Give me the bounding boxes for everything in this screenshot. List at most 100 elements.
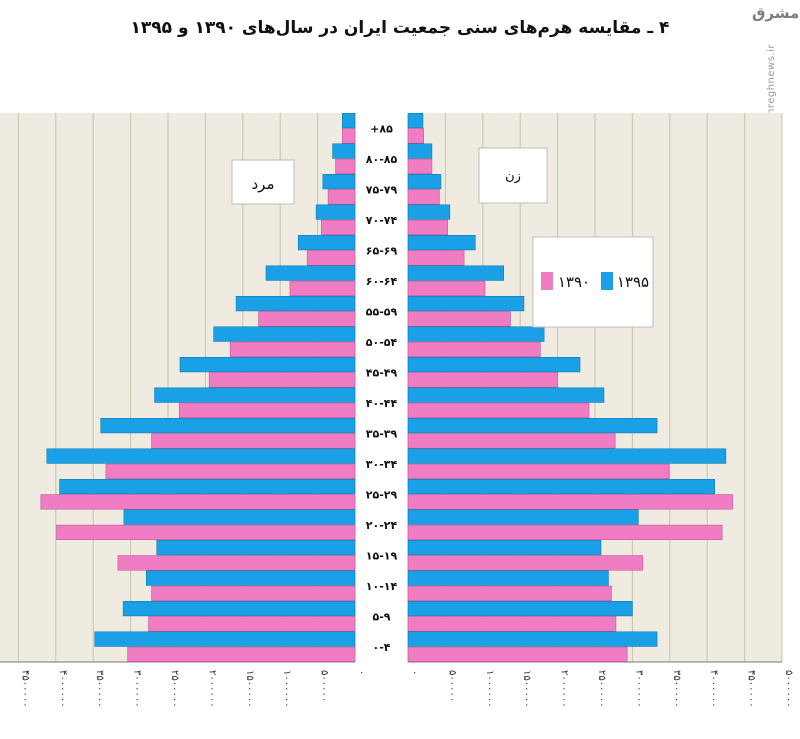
- bar-female-1395-15: [407, 174, 442, 190]
- bar-female-1395-13: [407, 235, 476, 251]
- legend: ۱۳۹۵ ۱۳۹۰: [532, 236, 654, 328]
- x-tick-label-f-0: ۰: [409, 670, 420, 675]
- bar-female-1395-6: [407, 448, 727, 464]
- bar-female-1390-0: [407, 646, 628, 662]
- legend-swatch-1395: [601, 272, 613, 290]
- x-tick-label-m-3: ۱۵۰۰۰۰۰: [244, 670, 255, 708]
- bar-female-1390-11: [407, 311, 511, 327]
- bar-female-1390-5: [407, 494, 733, 510]
- bar-female-1390-4: [407, 524, 723, 540]
- bar-male-1395-3: [156, 540, 356, 556]
- age-group-label-17: +۸۵: [370, 122, 393, 135]
- age-group-label-0: ۰-۴: [373, 641, 391, 654]
- bar-male-1395-4: [123, 509, 356, 525]
- bar-male-1390-16: [335, 158, 356, 174]
- age-group-label-14: ۷۰-۷۴: [366, 214, 398, 227]
- bar-female-1390-8: [407, 402, 590, 418]
- bar-female-1395-9: [407, 357, 581, 373]
- legend-label-1390: ۱۳۹۰: [558, 273, 590, 291]
- age-group-label-9: ۴۵-۴۹: [366, 366, 398, 379]
- bar-female-1390-17: [407, 128, 424, 144]
- watermark: مشرق mashreghnews.ir: [752, 4, 800, 138]
- bar-male-1395-11: [235, 296, 356, 312]
- bar-male-1395-1: [122, 601, 356, 617]
- age-group-label-16: ۸۰-۸۵: [366, 153, 398, 166]
- bar-male-1390-14: [321, 219, 356, 235]
- bar-male-1395-15: [322, 174, 356, 190]
- bar-male-1390-6: [105, 463, 356, 479]
- bar-female-1395-12: [407, 265, 504, 281]
- bar-female-1390-13: [407, 250, 465, 266]
- x-tick-label-f-1: ۵۰۰۰۰۰: [446, 670, 457, 702]
- x-tick-label-m-7: ۳۵۰۰۰۰۰: [94, 670, 105, 708]
- bar-female-1395-4: [407, 509, 639, 525]
- bar-male-1390-5: [40, 494, 356, 510]
- bar-male-1395-7: [100, 418, 356, 434]
- bar-female-1395-5: [407, 479, 715, 495]
- age-group-label-12: ۶۰-۶۴: [366, 275, 398, 288]
- bar-male-1390-1: [148, 616, 356, 632]
- bar-male-1390-15: [327, 189, 356, 205]
- x-tick-label-m-5: ۲۵۰۰۰۰۰: [169, 670, 180, 708]
- bar-male-1390-0: [127, 646, 356, 662]
- age-group-label-7: ۳۵-۳۹: [366, 427, 398, 440]
- age-group-label-4: ۲۰-۲۴: [366, 519, 398, 532]
- age-group-label-15: ۷۵-۷۹: [366, 183, 398, 196]
- bar-male-1395-9: [179, 357, 356, 373]
- bar-female-1390-15: [407, 189, 440, 205]
- bar-female-1395-1: [407, 601, 633, 617]
- age-group-label-5: ۲۵-۲۹: [366, 488, 398, 501]
- bar-male-1390-12: [289, 280, 356, 296]
- x-tick-label-m-1: ۵۰۰۰۰۰: [319, 670, 330, 702]
- x-tick-label-f-3: ۱۵۰۰۰۰۰: [521, 670, 532, 708]
- male-panel-bg: [0, 113, 355, 662]
- bar-male-1395-12: [265, 265, 356, 281]
- bar-male-1390-13: [306, 250, 356, 266]
- x-tick-label-f-8: ۴۰۰۰۰۰۰: [708, 670, 719, 708]
- x-tick-label-f-2: ۱۰۰۰۰۰۰: [484, 670, 495, 708]
- bar-male-1395-16: [332, 143, 356, 159]
- age-group-label-13: ۶۵-۶۹: [366, 244, 398, 257]
- x-tick-label-m-6: ۳۰۰۰۰۰۰: [132, 670, 143, 708]
- age-group-label-8: ۴۰-۴۴: [366, 397, 398, 410]
- bar-male-1395-13: [297, 235, 356, 251]
- bar-female-1390-1: [407, 616, 617, 632]
- bar-female-1390-7: [407, 433, 616, 449]
- x-tick-label-f-6: ۳۰۰۰۰۰۰: [633, 670, 644, 708]
- chart-bars: [40, 113, 733, 662]
- x-tick-label-f-5: ۲۵۰۰۰۰۰: [596, 670, 607, 708]
- bar-male-1395-5: [59, 479, 356, 495]
- x-tick-label-f-9: ۴۵۰۰۰۰۰: [746, 670, 757, 708]
- bar-female-1390-12: [407, 280, 486, 296]
- bar-male-1395-10: [213, 326, 356, 342]
- bar-male-1390-11: [258, 311, 356, 327]
- x-tick-label-f-10: ۵۰۰۰۰۰۰: [783, 670, 794, 708]
- bar-female-1395-3: [407, 540, 602, 556]
- bar-male-1390-17: [342, 128, 356, 144]
- bar-male-1390-9: [208, 372, 356, 388]
- x-tick-label-m-9: ۴۵۰۰۰۰۰: [19, 670, 30, 708]
- male-panel-label: مرد: [252, 175, 275, 193]
- x-axis-ticks: ۰ ۰ ۵۰۰۰۰۰ ۵۰۰۰۰۰ ۱۰۰۰۰۰۰ ۱۰۰۰۰۰۰ ۱۵۰۰۰۰۰ ۱۵۰۰۰…: [19, 670, 794, 708]
- bar-male-1390-3: [117, 555, 356, 571]
- legend-swatch-1390: [541, 272, 553, 290]
- age-group-label-1: ۵-۹: [373, 610, 391, 623]
- bar-female-1395-0: [407, 631, 658, 647]
- x-tick-label-f-7: ۳۵۰۰۰۰۰: [671, 670, 682, 708]
- age-group-label-2: ۱۰-۱۴: [366, 580, 398, 593]
- bar-male-1390-2: [151, 585, 356, 601]
- legend-label-1395: ۱۳۹۵: [617, 273, 649, 291]
- bar-male-1395-2: [146, 570, 356, 586]
- bar-female-1395-8: [407, 387, 605, 403]
- chart-grid: [0, 113, 783, 663]
- female-panel-label: زن: [505, 169, 521, 184]
- bar-female-1390-6: [407, 463, 670, 479]
- age-group-label-11: ۵۵-۵۹: [366, 305, 398, 318]
- bar-female-1395-14: [407, 204, 451, 220]
- bar-female-1395-10: [407, 326, 545, 342]
- watermark-logo: مشرق: [752, 4, 800, 22]
- male-label-box: مرد: [231, 159, 295, 205]
- x-tick-label-m-0: ۰: [356, 670, 367, 675]
- bar-female-1390-2: [407, 585, 612, 601]
- bar-male-1395-17: [342, 113, 356, 129]
